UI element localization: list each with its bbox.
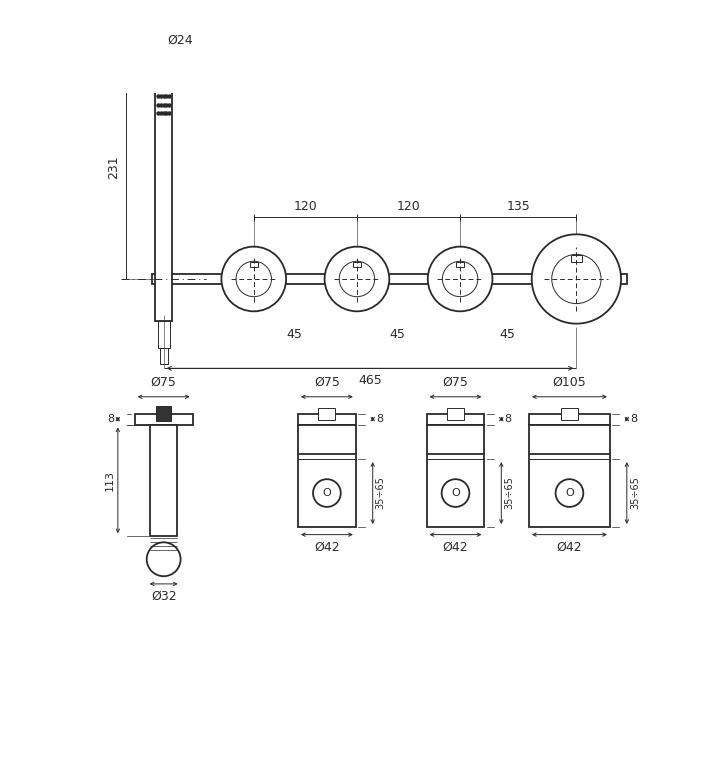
Text: Ø75: Ø75 xyxy=(151,376,177,389)
Bar xyxy=(427,414,484,425)
Text: O: O xyxy=(451,488,460,498)
Text: Ø42: Ø42 xyxy=(443,540,469,554)
Text: 35÷65: 35÷65 xyxy=(375,476,386,510)
Bar xyxy=(155,56,172,321)
Bar xyxy=(157,321,170,348)
Circle shape xyxy=(222,246,286,311)
Text: 45: 45 xyxy=(390,328,406,341)
Bar xyxy=(298,425,356,527)
Text: 231: 231 xyxy=(107,155,120,179)
Text: 45: 45 xyxy=(500,328,516,341)
Text: Ø32: Ø32 xyxy=(151,590,176,603)
Circle shape xyxy=(325,246,389,311)
Text: Ø42: Ø42 xyxy=(557,540,582,554)
Text: 35÷65: 35÷65 xyxy=(505,476,514,510)
Text: Ø75: Ø75 xyxy=(443,376,469,389)
Bar xyxy=(456,262,464,266)
Text: 120: 120 xyxy=(396,200,420,213)
Text: Ø24: Ø24 xyxy=(168,33,193,46)
Bar xyxy=(298,414,356,425)
Text: Ø105: Ø105 xyxy=(552,376,586,389)
Text: 45: 45 xyxy=(287,328,303,341)
Bar xyxy=(250,262,258,266)
Circle shape xyxy=(427,246,492,311)
Text: 35÷65: 35÷65 xyxy=(630,476,640,510)
Text: 135: 135 xyxy=(506,200,530,213)
Bar xyxy=(447,408,464,420)
Text: 8: 8 xyxy=(630,414,637,424)
Text: Ø42: Ø42 xyxy=(314,540,340,554)
Text: Ø75: Ø75 xyxy=(314,376,340,389)
Bar xyxy=(318,408,336,420)
Text: 113: 113 xyxy=(105,470,115,491)
Bar xyxy=(353,262,361,266)
Text: 8: 8 xyxy=(375,414,383,424)
Text: 465: 465 xyxy=(358,374,382,388)
Bar xyxy=(529,425,610,527)
Bar xyxy=(529,414,610,425)
Text: 120: 120 xyxy=(293,200,317,213)
Bar xyxy=(152,274,627,283)
Bar xyxy=(160,348,168,364)
Bar xyxy=(427,425,484,527)
Circle shape xyxy=(531,235,621,323)
Bar xyxy=(156,406,171,422)
Bar xyxy=(561,408,578,420)
Text: 8: 8 xyxy=(108,414,115,424)
Text: O: O xyxy=(565,488,574,498)
Text: O: O xyxy=(323,488,331,498)
Bar xyxy=(135,414,193,425)
Text: 8: 8 xyxy=(505,414,511,424)
Bar xyxy=(571,255,582,262)
Bar xyxy=(150,425,177,537)
